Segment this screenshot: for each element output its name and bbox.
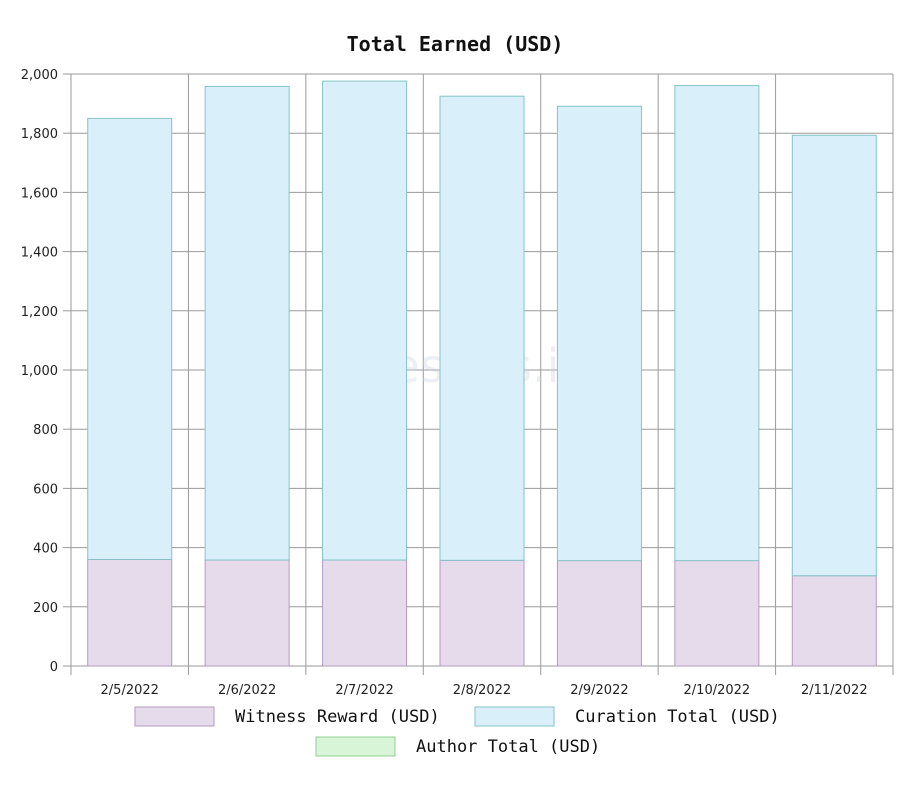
bar-curation (791, 134, 877, 577)
bars (87, 80, 877, 667)
legend-swatch (474, 706, 555, 727)
bar-witness (87, 558, 173, 667)
bar-witness (439, 559, 525, 667)
y-tick-label: 2,000 (21, 68, 58, 83)
x-tick-label: 2/9/2022 (570, 683, 628, 698)
y-tick-label: 200 (33, 601, 58, 616)
bar-witness (791, 575, 877, 667)
y-tick-label: 0 (50, 660, 58, 675)
legend-label: Witness Reward (USD) (235, 707, 440, 727)
bar-curation (204, 85, 290, 561)
legend-swatch (315, 736, 396, 757)
legend-label: Author Total (USD) (416, 737, 600, 757)
y-tick-label: 1,400 (21, 246, 58, 261)
y-tick-label: 1,800 (21, 127, 58, 142)
legend: Witness Reward (USD) Curation Total (USD)… (134, 706, 780, 757)
legend-label: Curation Total (USD) (575, 707, 780, 727)
x-tick-label: 2/6/2022 (218, 683, 276, 698)
bar-curation (674, 85, 760, 562)
x-tick-label: 2/8/2022 (453, 683, 511, 698)
y-tick-label: 1,600 (21, 186, 58, 201)
axes: 0 200 400 600 800 1,000 1,200 1,400 1,600 1,800 2,… (21, 68, 868, 698)
bar-curation (87, 117, 173, 560)
bar-witness (556, 560, 642, 667)
y-tick-label: 600 (33, 482, 58, 497)
x-tick-label: 2/5/2022 (101, 683, 159, 698)
bar-curation (439, 95, 525, 561)
bar-curation (322, 80, 408, 561)
y-tick-label: 1,000 (21, 364, 58, 379)
y-tick-label: 800 (33, 423, 58, 438)
y-tick-label: 400 (33, 542, 58, 557)
x-tick-label: 2/10/2022 (684, 683, 751, 698)
y-tick-label: 1,200 (21, 305, 58, 320)
chart-title: Total Earned (USD) (347, 32, 564, 56)
bar-witness (322, 559, 408, 667)
x-tick-label: 2/11/2022 (801, 683, 868, 698)
x-tick-label: 2/7/2022 (335, 683, 393, 698)
bar-witness (674, 560, 760, 667)
legend-swatch (134, 706, 215, 727)
bar-curation (556, 105, 642, 562)
bar-witness (204, 559, 290, 667)
